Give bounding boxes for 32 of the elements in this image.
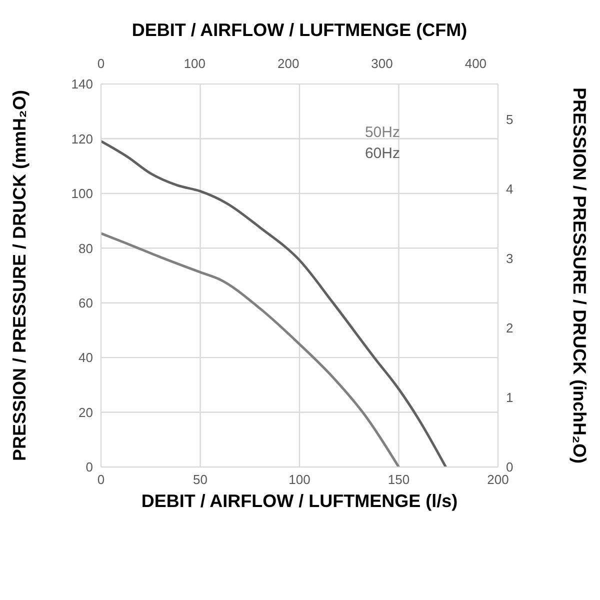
text: 50Hz: [364, 123, 400, 143]
x2-tick-label: 400: [464, 56, 487, 71]
y-tick-label: 0: [86, 460, 93, 475]
y2-axis-title: PRESSION / PRESSURE / DRUCK (inchH₂O): [570, 87, 590, 464]
y-tick-label: 20: [78, 404, 93, 420]
x-tick-label: 50: [193, 472, 208, 488]
x2-axis-title: DEBIT / AIRFLOW / LUFTMENGE (CFM): [132, 20, 468, 40]
x-tick-label: 150: [388, 472, 410, 488]
y2-tick-label: 5: [506, 112, 514, 128]
y-tick-label: 120: [71, 131, 93, 146]
y2-tick-label: 1: [506, 390, 514, 406]
x2-tick-label: 0: [97, 56, 105, 71]
y-tick-label: 140: [71, 76, 93, 92]
line-series: [101, 232, 400, 467]
y-tick-label: 80: [78, 240, 93, 256]
y2-tick-label: 3: [506, 251, 514, 266]
y-tick-label: 100: [71, 186, 93, 202]
x2-tick-label: 200: [278, 56, 300, 71]
x2-tick-label: 300: [371, 56, 393, 71]
y-tick-label: 40: [78, 350, 93, 366]
x2-tick-label: 100: [184, 56, 206, 71]
x-axis-title: DEBIT / AIRFLOW / LUFTMENGE (l/s): [141, 491, 458, 511]
x-tick-label: 200: [487, 472, 509, 488]
y2-tick-label: 2: [506, 320, 514, 336]
y-tick-label: 60: [78, 295, 93, 310]
line-series: [101, 140, 448, 467]
x-tick-label: 0: [97, 472, 105, 488]
y2-tick-label: 0: [506, 460, 514, 475]
x-tick-label: 100: [288, 472, 310, 488]
text: 60Hz: [364, 144, 400, 164]
y-axis-title: PRESSION / PRESSURE / DRUCK (mmH₂O): [9, 90, 30, 462]
y2-tick-label: 4: [506, 182, 514, 197]
